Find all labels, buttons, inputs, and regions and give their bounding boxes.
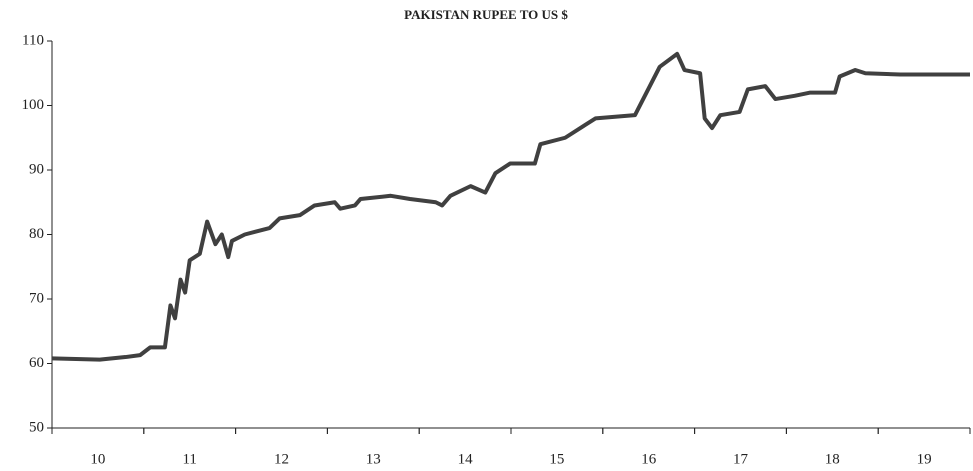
x-tick-label: 18 [825, 451, 840, 467]
x-tick-label: 14 [458, 451, 474, 467]
y-tick-label: 70 [29, 290, 44, 306]
y-tick-label: 100 [22, 97, 45, 113]
x-tick-label: 11 [182, 451, 196, 467]
x-tick-label: 13 [366, 451, 381, 467]
x-tick-label: 17 [733, 451, 749, 467]
x-tick-label: 12 [274, 451, 289, 467]
chart-title: PAKISTAN RUPEE TO US $ [404, 7, 568, 22]
x-tick-label: 16 [641, 451, 657, 467]
y-tick-label: 50 [29, 419, 44, 435]
x-tick-label: 15 [549, 451, 564, 467]
x-tick-label: 10 [90, 451, 105, 467]
y-tick-label: 60 [29, 355, 44, 371]
y-tick-label: 90 [29, 161, 44, 177]
line [51, 51, 970, 362]
y-tick-label: 110 [22, 32, 44, 48]
x-tick-label: 19 [917, 451, 932, 467]
y-tick-label: 80 [29, 226, 44, 242]
